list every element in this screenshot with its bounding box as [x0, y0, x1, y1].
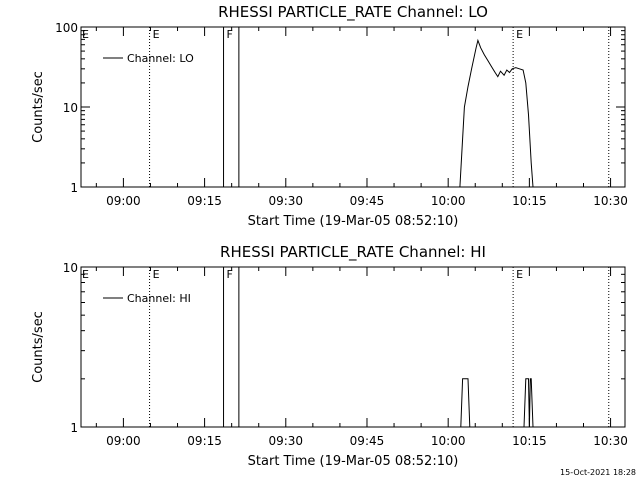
hi-x-tick-label: 10:30	[593, 434, 628, 448]
hi-x-tick-label: 09:45	[350, 434, 385, 448]
lo-event-marker-label: F	[227, 28, 233, 41]
lo-event-marker-label: E	[516, 28, 523, 41]
hi-x-tick-label: 10:00	[431, 434, 466, 448]
hi-chart-title: RHESSI PARTICLE_RATE Channel: HI	[220, 243, 486, 262]
lo-x-tick-label: 09:15	[187, 194, 222, 208]
hi-event-marker-label: F	[227, 268, 233, 281]
hi-y-axis-label: Counts/sec	[31, 311, 46, 383]
hi-x-tick-label: 09:15	[187, 434, 222, 448]
lo-x-tick-label: 09:45	[350, 194, 385, 208]
hi-x-tick-label: 09:30	[268, 434, 303, 448]
lo-x-tick-label: 10:15	[512, 194, 547, 208]
hi-event-marker-label-edge: E	[82, 268, 89, 281]
lo-y-tick-label: 100	[55, 21, 78, 35]
lo-plot-frame	[80, 26, 626, 188]
hi-legend-label: Channel: HI	[127, 292, 191, 305]
lo-x-tick-label: 09:00	[106, 194, 141, 208]
lo-legend-label: Channel: LO	[127, 52, 194, 65]
lo-series-line	[459, 38, 534, 188]
hi-y-tick-label: 1	[70, 421, 78, 435]
lo-y-axis-label: Counts/sec	[31, 71, 46, 143]
lo-x-tick-label: 10:30	[593, 194, 628, 208]
lo-x-tick-label: 10:00	[431, 194, 466, 208]
hi-y-tick-label: 10	[63, 261, 78, 275]
hi-series-line	[460, 378, 534, 428]
hi-x-tick-label: 10:15	[512, 434, 547, 448]
lo-x-axis-label: Start Time (19-Mar-05 08:52:10)	[248, 214, 459, 229]
hi-x-axis-label: Start Time (19-Mar-05 08:52:10)	[248, 454, 459, 469]
lo-y-tick-label: 1	[70, 181, 78, 195]
hi-event-marker-label: E	[516, 268, 523, 281]
hi-x-tick-label: 09:00	[106, 434, 141, 448]
hi-event-marker-label: E	[153, 268, 160, 281]
lo-event-marker-label: E	[153, 28, 160, 41]
lo-y-tick-label: 10	[63, 101, 78, 115]
hi-plot-frame	[80, 266, 626, 428]
footer-timestamp: 15-Oct-2021 18:28	[560, 468, 636, 477]
lo-x-tick-label: 09:30	[268, 194, 303, 208]
lo-event-marker-label-edge: E	[82, 28, 89, 41]
lo-chart-title: RHESSI PARTICLE_RATE Channel: LO	[218, 3, 488, 22]
